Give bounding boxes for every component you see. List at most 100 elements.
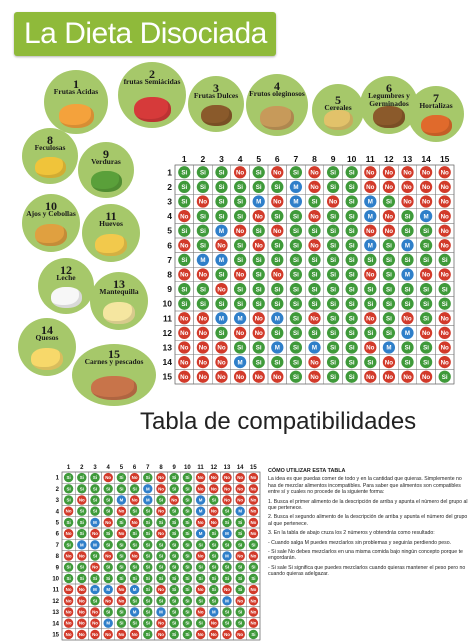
small-cell-mark bbox=[63, 540, 74, 550]
small-cell-label: Si bbox=[185, 554, 189, 559]
main-cell-mark bbox=[271, 166, 284, 179]
small-cell-mark bbox=[129, 629, 140, 640]
small-cell-label: No bbox=[118, 598, 124, 603]
small-cell-mark bbox=[169, 584, 179, 595]
small-cell-label: Si bbox=[185, 610, 189, 615]
main-cell-mark bbox=[271, 297, 284, 310]
main-cell-label: No bbox=[180, 345, 188, 352]
main-cell-mark bbox=[419, 326, 433, 340]
main-cell-label: Si bbox=[423, 228, 429, 235]
main-cell-label: No bbox=[403, 315, 411, 322]
small-col-number: 3 bbox=[93, 465, 97, 471]
small-cell-mark bbox=[90, 607, 100, 617]
small-cell-mark bbox=[209, 528, 219, 539]
main-cell-mark bbox=[233, 253, 247, 267]
dates-icon bbox=[201, 105, 232, 126]
main-cell-label: Si bbox=[349, 184, 355, 191]
small-cell-label: No bbox=[224, 587, 230, 592]
main-cell-label: Si bbox=[274, 257, 280, 264]
small-cell-label: Si bbox=[146, 520, 150, 525]
main-cell-mark bbox=[289, 253, 303, 267]
food-group-number: 5 bbox=[335, 93, 341, 107]
small-cell-label: Si bbox=[251, 576, 255, 581]
main-cell-mark bbox=[289, 326, 303, 340]
main-cell-label: Si bbox=[200, 184, 206, 191]
instructions: CÓMO UTILIZAR ESTA TABLA La idea es que … bbox=[268, 468, 468, 581]
main-cell-mark bbox=[401, 341, 414, 354]
small-cell-label: Si bbox=[159, 520, 163, 525]
small-cell-label: Si bbox=[185, 565, 189, 570]
main-cell-label: Si bbox=[349, 242, 355, 249]
main-cell-label: Si bbox=[423, 315, 429, 322]
small-cell-label: Si bbox=[119, 565, 123, 570]
main-cell-mark bbox=[215, 282, 228, 296]
meat-fish-icon bbox=[91, 376, 137, 400]
small-cell-label: No bbox=[171, 498, 177, 503]
small-cell-mark bbox=[63, 584, 74, 595]
small-cell-label: No bbox=[79, 554, 85, 559]
small-cell-label: No bbox=[237, 632, 243, 637]
small-cell-mark bbox=[103, 472, 113, 483]
small-cell-label: No bbox=[250, 498, 256, 503]
main-cell-label: Si bbox=[293, 257, 299, 264]
small-cell-mark bbox=[195, 517, 206, 528]
main-cell-mark bbox=[233, 282, 247, 296]
small-cell-mark bbox=[116, 517, 127, 528]
small-cell-label: Si bbox=[238, 587, 242, 592]
main-cell-mark bbox=[308, 166, 321, 179]
small-cell-mark bbox=[90, 584, 100, 595]
main-cell-mark bbox=[215, 239, 228, 252]
food-group-14: 14 Quesos bbox=[18, 318, 76, 376]
potato-icon bbox=[35, 157, 66, 178]
small-cell-label: No bbox=[211, 486, 217, 491]
small-cell-mark bbox=[143, 506, 153, 516]
main-cell-mark bbox=[271, 180, 284, 194]
main-cell-label: Si bbox=[256, 301, 262, 308]
main-cell-label: Si bbox=[405, 301, 411, 308]
small-cell-mark bbox=[129, 607, 140, 617]
main-cell-mark bbox=[289, 224, 303, 237]
main-cell-label: Si bbox=[330, 213, 336, 220]
main-cell-label: No bbox=[217, 345, 225, 352]
small-cell-mark bbox=[182, 540, 193, 550]
small-cell-mark bbox=[77, 551, 87, 561]
food-group-number: 14 bbox=[41, 323, 53, 337]
main-cell-label: Si bbox=[274, 301, 280, 308]
main-cell-label: Si bbox=[274, 286, 280, 293]
small-cell-label: No bbox=[198, 520, 204, 525]
main-cell-mark bbox=[252, 341, 265, 354]
food-group-10: 10 Ajos y Cebollas bbox=[22, 194, 80, 252]
food-group-number: 11 bbox=[105, 209, 117, 223]
small-cell-mark bbox=[169, 528, 179, 539]
main-cell-label: No bbox=[403, 374, 411, 381]
main-cell-mark bbox=[419, 297, 433, 310]
small-cell-mark bbox=[103, 517, 113, 528]
food-group-label: Hortalizas bbox=[419, 101, 453, 110]
small-cell-mark bbox=[169, 596, 179, 606]
main-cell-mark bbox=[401, 297, 414, 310]
main-cell-mark bbox=[438, 326, 451, 340]
small-row-number: 2 bbox=[56, 487, 60, 493]
small-cell-label: Si bbox=[238, 565, 242, 570]
main-cell-label: Si bbox=[386, 286, 392, 293]
small-cell-label: No bbox=[79, 632, 85, 637]
main-cell-mark bbox=[345, 253, 358, 267]
main-cell-label: No bbox=[199, 199, 207, 206]
main-cell-mark bbox=[382, 166, 396, 179]
small-cell-label: Si bbox=[133, 542, 137, 547]
small-cell-mark bbox=[209, 484, 219, 494]
small-col-number: 15 bbox=[250, 465, 257, 471]
main-row-number: 5 bbox=[167, 226, 172, 236]
main-cell-label: No bbox=[310, 359, 318, 366]
main-cell-label: Si bbox=[423, 257, 429, 264]
small-row-number: 9 bbox=[56, 565, 60, 571]
main-cell-mark bbox=[401, 370, 414, 383]
small-cell-label: Si bbox=[133, 598, 137, 603]
small-cell-label: No bbox=[118, 587, 124, 592]
main-cell-mark bbox=[438, 297, 451, 310]
small-cell-label: Si bbox=[146, 587, 150, 592]
main-col-number: 10 bbox=[347, 154, 357, 164]
small-cell-mark bbox=[235, 629, 245, 640]
small-cell-mark bbox=[77, 506, 87, 516]
